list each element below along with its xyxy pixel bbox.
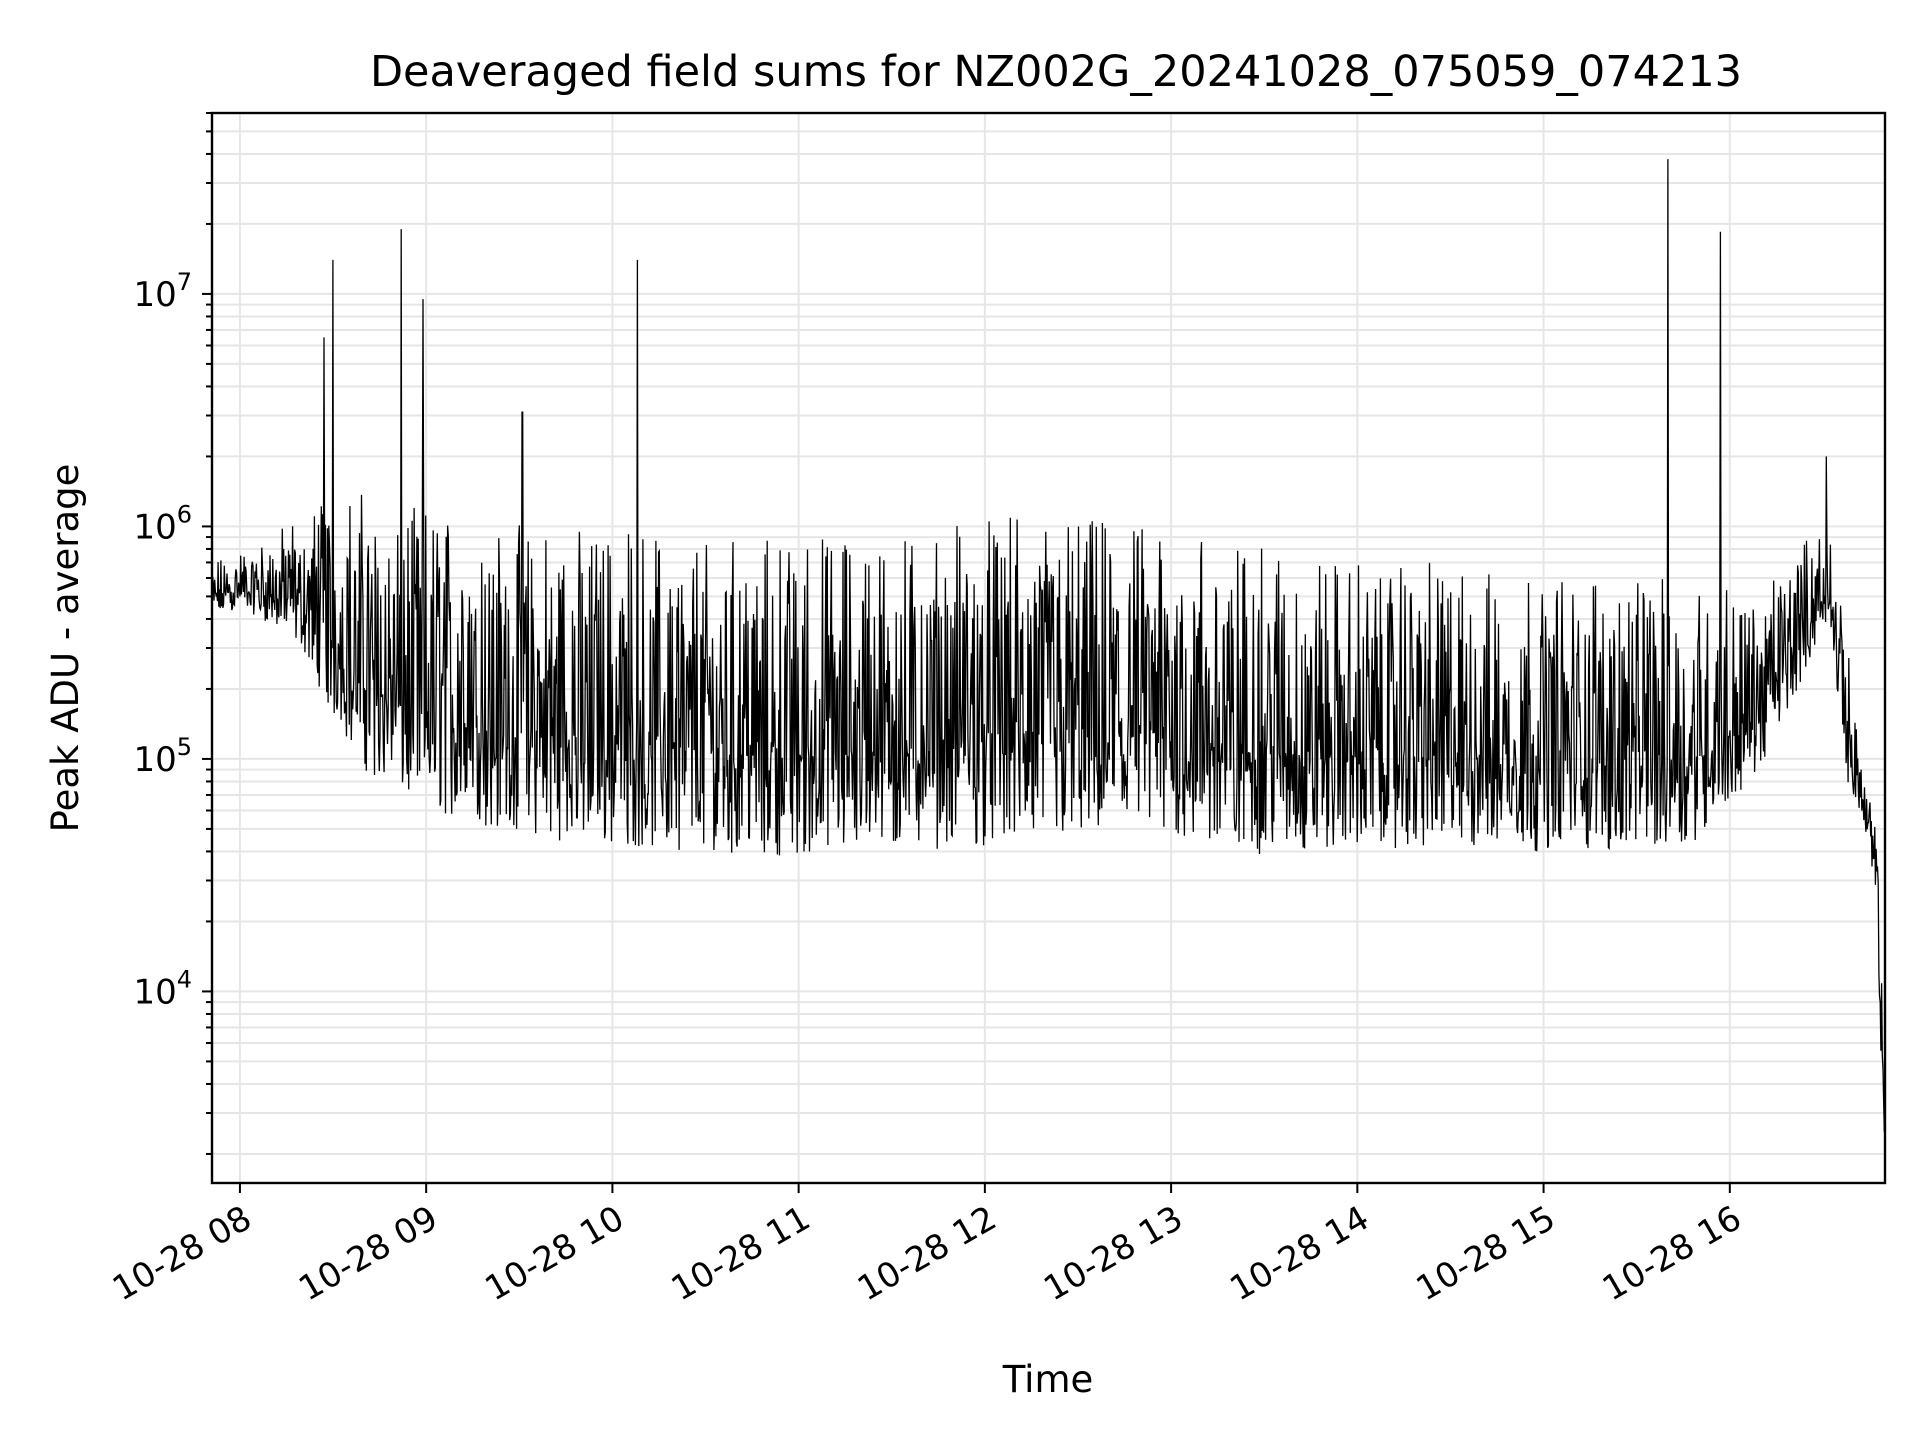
y-tick-label: 105 xyxy=(133,733,192,780)
series-line xyxy=(211,159,1885,1132)
y-tick-label: 106 xyxy=(133,500,192,547)
x-tick-label: 10-28 13 xyxy=(1037,1198,1189,1309)
x-tick-label: 10-28 14 xyxy=(1223,1198,1375,1309)
x-tick-label: 10-28 15 xyxy=(1410,1198,1562,1309)
x-tick-label: 10-28 11 xyxy=(665,1198,817,1309)
y-tick-exponent: 5 xyxy=(177,733,192,761)
x-axis-label: Time xyxy=(1002,1358,1094,1401)
y-tick-exponent: 7 xyxy=(177,268,192,296)
y-tick-base: 10 xyxy=(133,740,176,780)
x-tick-label: 10-28 16 xyxy=(1596,1198,1748,1309)
x-tick-label: 10-28 12 xyxy=(851,1198,1003,1309)
y-axis-label: Peak ADU - average xyxy=(44,464,87,833)
series-trace xyxy=(211,159,1885,1132)
x-tick-label: 10-28 10 xyxy=(479,1198,631,1309)
y-tick-base: 10 xyxy=(133,972,176,1012)
x-tick-label: 10-28 08 xyxy=(106,1198,258,1309)
y-tick-label: 104 xyxy=(133,965,192,1012)
x-axis: 10-28 08 10-28 09 10-28 10 10-28 11 10-28 12… xyxy=(106,1183,1748,1309)
y-tick-base: 10 xyxy=(133,507,176,547)
y-tick-label: 107 xyxy=(133,268,192,315)
y-tick-exponent: 6 xyxy=(177,500,192,528)
y-tick-exponent: 4 xyxy=(177,965,192,993)
y-tick-base: 10 xyxy=(133,275,176,315)
chart-title: Deaveraged field sums for NZ002G_2024102… xyxy=(370,47,1742,97)
x-tick-label: 10-28 09 xyxy=(292,1198,444,1309)
